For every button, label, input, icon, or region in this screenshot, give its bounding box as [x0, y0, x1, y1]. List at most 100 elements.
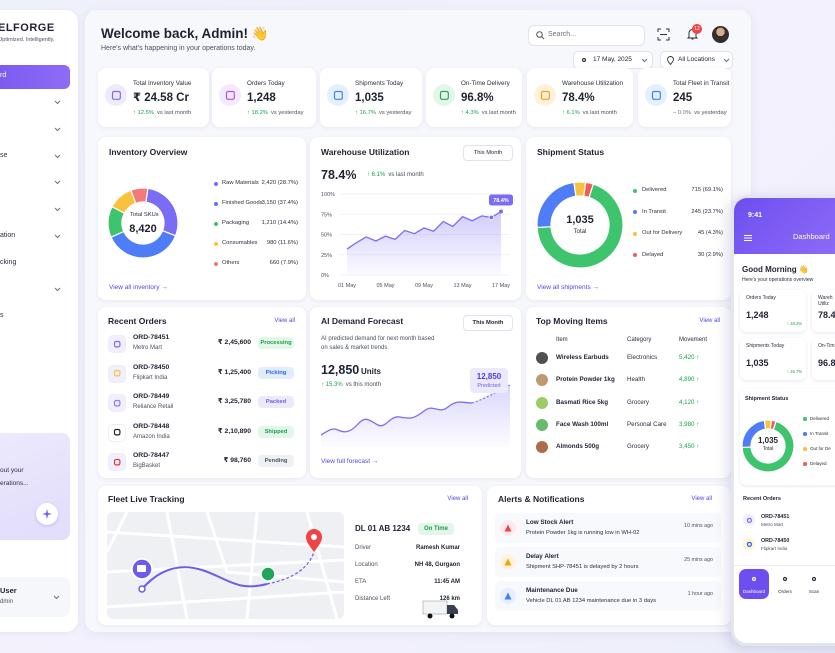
detail-label: Distance Left: [355, 596, 391, 602]
phone-kpi-value: 1,248: [746, 310, 769, 320]
item-movement: 3,980 ↑: [679, 420, 700, 428]
alert-row: [495, 547, 721, 577]
recent-orders-card: Recent Orders View all ORD-78451 Metro Mart…: [98, 307, 306, 478]
icon-glyph: [333, 90, 343, 100]
kpi-icon: [645, 84, 667, 106]
kpi-title: Shipments Today: [355, 80, 404, 87]
phone-subtitle: Here's your operations overview: [742, 277, 814, 283]
glyph: [111, 90, 121, 100]
card-title: Shipment Status: [537, 147, 605, 157]
customer-logo: [108, 423, 126, 442]
location-picker[interactable]: All Locations: [660, 51, 733, 69]
map-drawing: [107, 512, 344, 619]
map-road: [305, 512, 339, 619]
promo-card: out your erations...: [0, 433, 70, 540]
phone-kpi-value: 78.4: [818, 310, 835, 320]
glyph: [540, 90, 550, 100]
icon-glyph: [111, 90, 121, 100]
chevron-icon: [54, 287, 61, 292]
nav-icon: [780, 574, 790, 584]
period-select[interactable]: This Month: [463, 315, 513, 331]
card-link[interactable]: View all: [447, 496, 468, 502]
kpi-icon: [105, 84, 127, 106]
phone-legend-name: In Transit: [810, 431, 829, 436]
alert-icon: [500, 520, 516, 536]
chevron: [54, 154, 61, 159]
legend-dot: [803, 417, 807, 421]
legend-dot: [633, 210, 637, 214]
card-link[interactable]: View all: [691, 496, 712, 502]
notification-badge: 12: [692, 24, 702, 34]
phone-shipment-card: Shipment Status 1,035 Total Delivered In Tra…: [740, 389, 835, 485]
legend-dot: [214, 221, 218, 226]
annotation-box: [489, 194, 513, 206]
item-name: Basmati Rice 5kg: [556, 398, 609, 406]
utilization-line: [346, 210, 502, 250]
item-category: Grocery: [627, 398, 650, 406]
user-box: User dmin: [0, 577, 70, 617]
card-title: Alerts & Notifications: [498, 494, 585, 504]
sparkle-icon: [42, 509, 52, 519]
order-customer: Metro Mart: [133, 345, 163, 351]
nav-label[interactable]: Scan: [808, 589, 820, 594]
order-amount: ₹ 2,45,600: [217, 339, 251, 346]
donut-segment: [583, 181, 595, 199]
kpi-title: Warehouse Utilization: [562, 80, 624, 87]
donut-segment: [741, 420, 795, 473]
icon-glyph: [540, 90, 550, 100]
period-select[interactable]: This Month: [463, 145, 513, 161]
phone-kpi-value: 96.8: [818, 358, 835, 368]
delta-note: vs this month: [345, 382, 382, 388]
vehicle-status: On Time: [418, 523, 454, 535]
detail-label: ETA: [355, 579, 367, 585]
icon-glyph: [225, 90, 235, 100]
order-customer: Reliance Retail: [133, 404, 174, 410]
card-link[interactable]: View all: [274, 318, 295, 324]
avatar[interactable]: [712, 26, 729, 43]
order-amount: ₹ 2,10,890: [217, 427, 251, 435]
alert-title: Maintenance Due: [526, 587, 578, 594]
card-link[interactable]: View all shipments →: [537, 284, 600, 291]
delta-value: ↑ 16.7%: [355, 110, 376, 116]
nav-icon: [809, 574, 819, 584]
delta-value: ↑ 6.1%: [367, 172, 386, 178]
legend-value: 45 (4.3%): [697, 230, 723, 236]
kpi-value: 245: [673, 92, 693, 104]
glyph: [811, 576, 817, 582]
chevron: [54, 287, 61, 292]
nav-label[interactable]: Dashboard: [742, 589, 765, 594]
kpi-title: Total Fleet in Transit: [673, 80, 730, 87]
phone-title: Dashboard: [793, 232, 830, 241]
glyph: [651, 90, 661, 100]
alert-icon: [500, 554, 516, 570]
route-start: [138, 585, 146, 593]
date-picker[interactable]: 17 May, 2025: [573, 51, 653, 69]
kpi-value: 1,035: [355, 92, 384, 104]
page-subtitle: Here's what's happening in your operatio…: [101, 45, 256, 52]
delta-note: vs yesterday: [270, 110, 304, 116]
vehicle-number: DL 01 AB 1234: [355, 524, 411, 533]
phone-kpi-delta: ↑ 16.7%: [786, 369, 802, 374]
chevron-icon: [723, 58, 730, 63]
card-link[interactable]: View full forecast →: [321, 458, 379, 465]
kpi-value: 1,248: [247, 92, 276, 104]
card-link[interactable]: View all: [699, 318, 720, 324]
truck-box: [422, 600, 448, 615]
donut-center-value: 8,420: [129, 223, 157, 235]
inventory-card: Inventory Overview Total SKUs 8,420 Raw Mat…: [98, 137, 306, 300]
legend-dot: [633, 253, 637, 257]
delta-note: vs last month: [481, 110, 516, 116]
sparkle: [42, 509, 52, 519]
search-box[interactable]: Search...: [528, 25, 645, 46]
page-title: Welcome back, Admin! 👋: [101, 26, 269, 41]
card-title: AI Demand Forecast: [321, 316, 404, 326]
tooltip-value: 12,850: [476, 372, 502, 381]
order-amount: ₹ 3,25,780: [217, 398, 251, 405]
kpi-title: On-Time Delivery: [461, 80, 510, 87]
card-link[interactable]: View all inventory →: [109, 284, 168, 291]
nav-label[interactable]: Orders: [778, 589, 792, 594]
location-icon: [667, 56, 674, 66]
nav-label[interactable]: In: [823, 589, 835, 594]
fleet-card: Fleet Live Tracking View all DL 01 AB 1234…: [98, 486, 482, 625]
phone-order-logo: [743, 514, 755, 526]
